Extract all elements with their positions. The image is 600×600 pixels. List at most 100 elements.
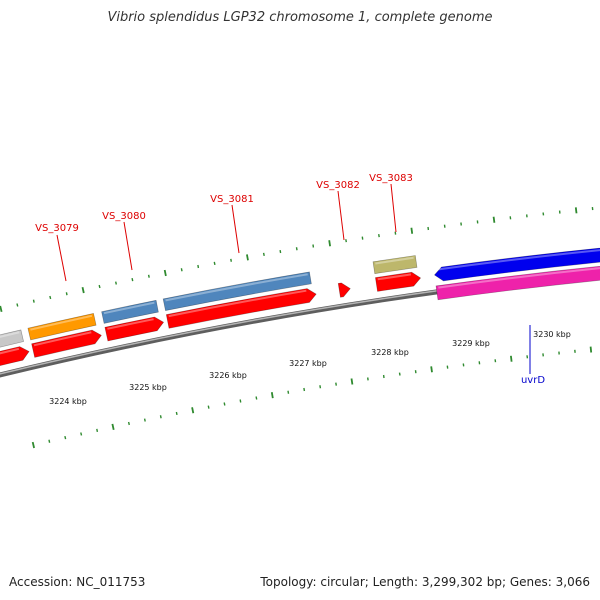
inner-tick-2 <box>64 435 67 440</box>
magenta-feature-highlight <box>438 267 600 289</box>
label-leader-1 <box>123 221 133 271</box>
outer-tick-marks <box>0 207 594 313</box>
steelblue-feature-2-highlight <box>165 273 308 302</box>
kbp-label-0: 3224 kbp <box>49 397 87 406</box>
red-gene-arrow-6-highlight <box>377 273 412 281</box>
inner-tick-18 <box>319 385 322 389</box>
orange-feature <box>27 313 97 341</box>
outer-tick-15 <box>246 254 249 261</box>
outer-tick-20 <box>328 240 331 247</box>
kbp-label-4: 3228 kbp <box>371 348 409 357</box>
outer-tick-18 <box>295 247 298 251</box>
kbp-label-1: 3225 kbp <box>129 383 167 392</box>
label-leader-3 <box>337 190 345 241</box>
steelblue-feature-1 <box>101 299 159 324</box>
inner-tick-12 <box>223 402 226 406</box>
outer-tick-12 <box>197 264 200 269</box>
label-leader-4 <box>390 183 397 233</box>
inner-tick-6 <box>127 421 130 426</box>
inner-tick-15 <box>270 392 274 399</box>
inner-tick-17 <box>303 387 306 392</box>
inner-tick-8 <box>159 415 162 419</box>
red-gene-arrow-1 <box>0 346 30 366</box>
outer-tick-11 <box>180 268 183 272</box>
red-gene-arrow-3 <box>104 316 165 342</box>
outer-tick-2 <box>32 299 35 303</box>
inner-tick-3 <box>80 432 83 436</box>
outer-tick-25 <box>410 227 414 234</box>
kbp-label-5: 3229 kbp <box>452 339 490 348</box>
inner-tick-35 <box>589 346 593 353</box>
khaki-feature <box>372 255 418 275</box>
outer-tick-0 <box>0 305 3 313</box>
feature-layer <box>0 247 600 366</box>
outer-tick-35 <box>574 207 578 214</box>
inner-tick-20 <box>350 378 354 385</box>
inner-tick-10 <box>191 407 195 414</box>
outer-tick-16 <box>262 252 265 257</box>
inner-tick-30 <box>510 355 513 362</box>
gene-label-vs_3079: VS_3079 <box>35 223 79 234</box>
inner-tick-11 <box>207 405 210 409</box>
outer-tick-10 <box>163 269 167 277</box>
inner-tick-13 <box>239 399 242 403</box>
inner-tick-marks <box>31 346 593 449</box>
accession-text: Accession: NC_011753 <box>9 575 146 589</box>
red-gene-arrow-1-highlight <box>0 347 20 355</box>
steelblue-feature-2 <box>162 271 312 311</box>
kbp-label-2: 3226 kbp <box>209 371 247 380</box>
outer-tick-21 <box>345 239 347 243</box>
outer-tick-30 <box>492 216 496 223</box>
blue-feature-highlight <box>435 249 600 271</box>
red-gene-arrow-2-highlight <box>33 331 92 347</box>
outer-tick-4 <box>65 292 68 296</box>
label-leader-0 <box>56 234 67 282</box>
gene-label-vs_3083: VS_3083 <box>369 173 413 184</box>
inner-tick-1 <box>48 439 51 443</box>
inner-tick-16 <box>287 390 290 394</box>
label-layer: VS_3079 VS_3080 VS_3081 VS_3082 VS_3083 uvrD 3… <box>35 173 571 406</box>
outer-tick-3 <box>49 295 52 300</box>
kbp-label-3: 3227 kbp <box>289 359 327 368</box>
outer-tick-8 <box>131 277 134 282</box>
outer-tick-14 <box>230 258 232 262</box>
gene-label-vs_3080: VS_3080 <box>102 211 146 222</box>
inner-tick-9 <box>175 411 178 416</box>
outer-tick-23 <box>378 233 380 238</box>
khaki-feature-highlight <box>375 256 414 265</box>
map-title: Vibrio splendidus LGP32 chromosome 1, co… <box>107 10 493 25</box>
red-gene-arrow-4-highlight <box>168 289 307 318</box>
red-gene-arrow-5 <box>337 282 351 298</box>
inner-tick-19 <box>335 382 337 386</box>
outer-tick-7 <box>115 281 117 285</box>
steelblue-feature-1-highlight <box>103 301 155 315</box>
label-leader-2 <box>231 204 240 254</box>
inner-tick-0 <box>31 441 35 449</box>
gene-label-vs_3081: VS_3081 <box>210 194 254 205</box>
inner-tick-23 <box>398 372 401 376</box>
inner-tick-4 <box>96 428 99 433</box>
red-gene-arrow-2 <box>31 329 102 358</box>
red-gene-arrow-6 <box>375 271 422 292</box>
outer-tick-1 <box>16 303 19 307</box>
gene-label-uvrd: uvrD <box>521 375 545 386</box>
genome-summary-text: Topology: circular; Length: 3,299,302 bp… <box>260 575 590 589</box>
red-gene-arrow-3-highlight <box>107 318 154 330</box>
orange-feature-highlight <box>30 314 93 331</box>
inner-tick-25 <box>430 366 433 373</box>
outer-tick-17 <box>279 249 282 254</box>
gray-feature <box>0 329 24 348</box>
outer-tick-9 <box>147 274 150 278</box>
gene-label-vs_3082: VS_3082 <box>316 180 360 191</box>
inner-tick-14 <box>255 396 258 400</box>
blue-feature <box>434 247 600 282</box>
outer-tick-6 <box>98 284 101 289</box>
inner-tick-5 <box>111 423 115 430</box>
outer-tick-13 <box>213 261 216 266</box>
gray-feature-highlight <box>0 331 20 338</box>
outer-tick-5 <box>81 287 85 294</box>
kbp-label-6: 3230 kbp <box>533 330 571 339</box>
red-gene-arrow-4 <box>165 288 317 329</box>
magenta-feature <box>435 265 600 301</box>
